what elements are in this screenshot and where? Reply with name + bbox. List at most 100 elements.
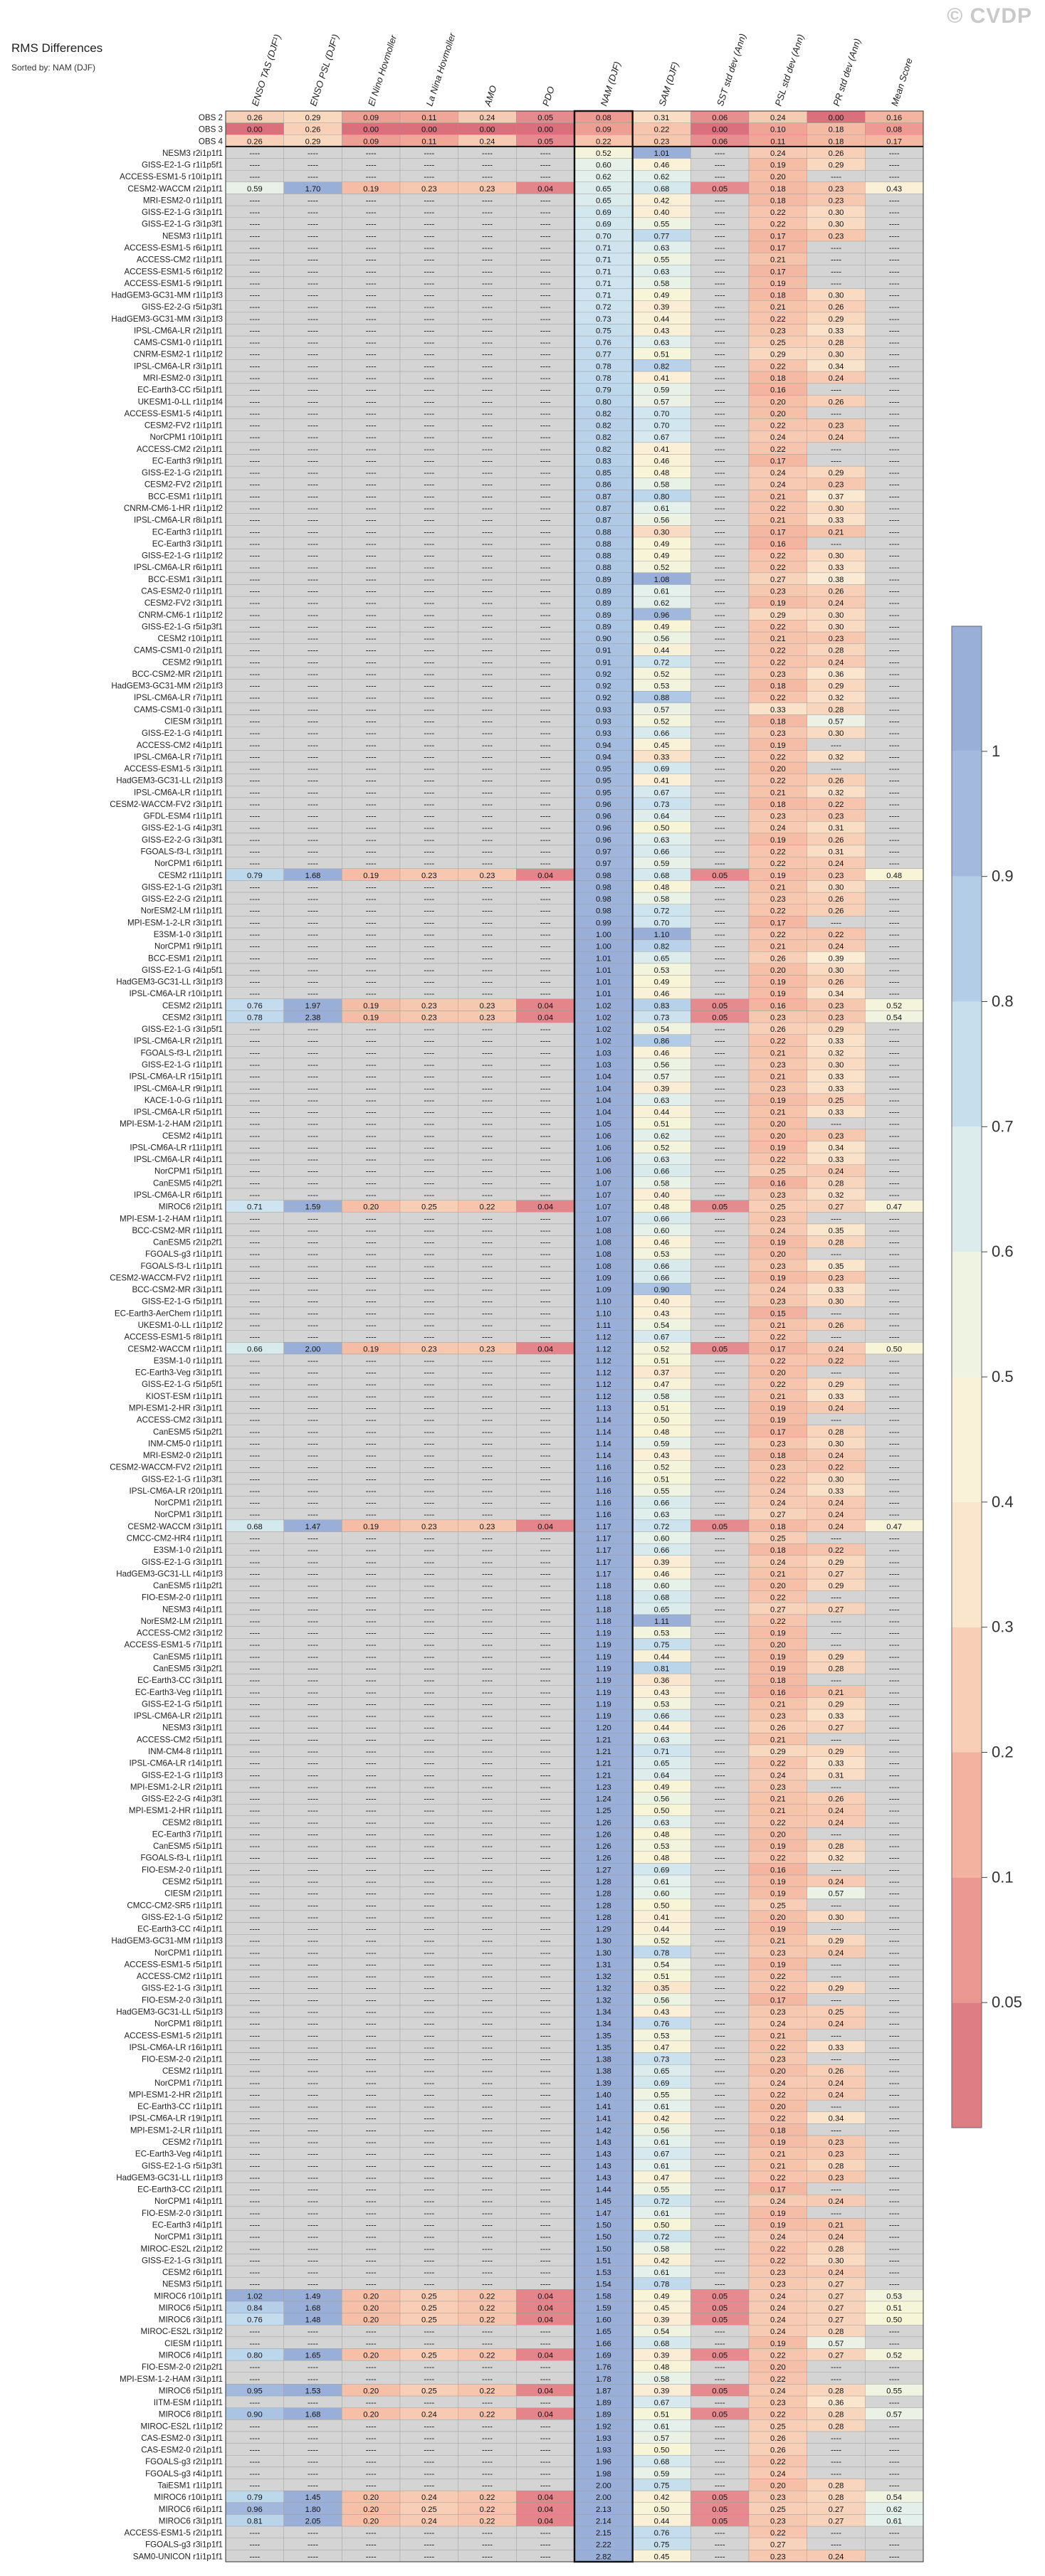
cell-value: ---- — [889, 1061, 900, 1070]
cell-value: ---- — [249, 2008, 260, 2017]
cell-value: ---- — [889, 2340, 900, 2348]
cell-value: 0.18 — [770, 717, 786, 726]
cell-value: 0.55 — [886, 2387, 902, 2395]
row-label: GISS-E2-1-G r1i1p5f1 — [142, 161, 223, 170]
cell-value: ---- — [366, 907, 377, 916]
row-label: MIROC6 r2i1p1f1 — [159, 1203, 223, 1212]
cell-value: ---- — [424, 2422, 434, 2431]
cell-value: ---- — [715, 954, 725, 963]
cell-value: ---- — [308, 1334, 318, 1342]
cell-value: ---- — [482, 2375, 493, 2384]
row-label: MPI-ESM1-2-LR r1i1p1f1 — [130, 2126, 223, 2135]
row-label: GISS-E2-1-G r5i1p1f1 — [142, 1297, 223, 1307]
cell-value: 0.62 — [654, 1132, 670, 1141]
cell-value: 0.57 — [829, 2340, 844, 2348]
cell-value: ---- — [715, 303, 725, 312]
cell-value: ---- — [482, 2221, 493, 2229]
cell-value: ---- — [308, 2256, 318, 2265]
row-label: BCC-ESM1 r1i1p1f1 — [148, 492, 223, 501]
row-label: GISS-E2-2-G r3i1p3f1 — [142, 835, 223, 845]
cell-value: ---- — [249, 528, 260, 537]
cell-value: 1.50 — [596, 2245, 611, 2254]
cell-value: 0.99 — [596, 919, 611, 927]
cell-value: 1.03 — [596, 1061, 611, 1070]
cell-value: 0.23 — [829, 1132, 844, 1141]
cell-value: ---- — [366, 2008, 377, 2017]
cell-value: 0.59 — [247, 185, 263, 194]
cell-value: 1.14 — [596, 1452, 611, 1460]
cell-value: 0.22 — [770, 2245, 786, 2254]
cell-value: 0.24 — [770, 2316, 786, 2325]
cell-value: ---- — [308, 221, 318, 229]
cell-value: ---- — [249, 2138, 260, 2147]
cell-value: ---- — [482, 694, 493, 702]
cell-value: ---- — [889, 339, 900, 347]
cell-value: ---- — [889, 1653, 900, 1662]
cell-value: ---- — [366, 2245, 377, 2254]
cell-value: ---- — [715, 256, 725, 265]
row-label: BCC-CSM2-MR r2i1p1f1 — [132, 670, 223, 679]
cell-value: ---- — [715, 1996, 725, 2005]
cell-value: ---- — [366, 1309, 377, 1318]
cell-value: ---- — [482, 895, 493, 904]
cell-value: ---- — [831, 540, 841, 549]
cell-value: ---- — [424, 1830, 434, 1839]
cell-value: ---- — [482, 2281, 493, 2289]
cell-value: ---- — [308, 505, 318, 513]
cell-value: 0.48 — [654, 2363, 670, 2372]
cell-value: 0.91 — [596, 647, 611, 655]
cell-value: 0.50 — [886, 2316, 902, 2325]
cell-value: ---- — [424, 2150, 434, 2159]
row-label: GISS-E2-1-G r2i1p1f1 — [142, 468, 223, 477]
cell-value: ---- — [482, 1120, 493, 1129]
cell-value: ---- — [889, 1534, 900, 1543]
cell-value: ---- — [482, 1298, 493, 1307]
cell-value: ---- — [715, 1038, 725, 1046]
cell-value: ---- — [308, 2375, 318, 2384]
cell-value: ---- — [889, 1819, 900, 1827]
cell-value: ---- — [889, 1357, 900, 1366]
cell-value: ---- — [249, 1191, 260, 1200]
cell-value: ---- — [308, 1262, 318, 1271]
cell-value: ---- — [249, 492, 260, 501]
cell-value: ---- — [308, 303, 318, 312]
cell-value: 0.22 — [480, 2351, 495, 2360]
cell-value: 0.22 — [829, 1546, 844, 1555]
cell-value: 0.33 — [829, 1712, 844, 1721]
cell-value: ---- — [715, 919, 725, 927]
cell-value: ---- — [366, 753, 377, 761]
cell-value: ---- — [482, 801, 493, 809]
cell-value: 1.21 — [596, 1748, 611, 1756]
cell-value: ---- — [889, 2103, 900, 2111]
cell-value: 0.21 — [770, 635, 786, 643]
cell-value: ---- — [540, 540, 551, 549]
cell-value: ---- — [308, 907, 318, 916]
cell-value: ---- — [540, 1926, 551, 1934]
cell-value: ---- — [482, 351, 493, 359]
cell-value: ---- — [249, 1428, 260, 1437]
cell-value: ---- — [482, 1558, 493, 1567]
row-label: MPI-ESM-1-2-HAM r2i1p1f1 — [120, 1119, 223, 1129]
row-label: ACCESS-ESM1-5 r9i1p1f1 — [124, 279, 223, 288]
row-label: CESM2-WACCM r3i1p1f1 — [127, 1522, 223, 1531]
cell-value: 0.24 — [829, 658, 844, 667]
cell-value: ---- — [540, 1960, 551, 1969]
cell-value: ---- — [308, 1499, 318, 1508]
cell-value: ---- — [540, 268, 551, 276]
cell-value: ---- — [249, 2210, 260, 2218]
cell-value: ---- — [366, 492, 377, 501]
cell-value: ---- — [715, 895, 725, 904]
cell-value: ---- — [889, 2210, 900, 2218]
cell-value: ---- — [715, 1262, 725, 1271]
row-label: GISS-E2-1-G r5i1p1f1 — [142, 1699, 223, 1709]
cell-value: 0.00 — [421, 126, 437, 134]
cell-value: ---- — [308, 1357, 318, 1366]
cell-value: ---- — [482, 528, 493, 537]
cell-value: 0.18 — [770, 374, 786, 383]
cell-value: ---- — [482, 1262, 493, 1271]
cell-value: 1.68 — [305, 872, 321, 880]
cell-value: ---- — [715, 2434, 725, 2443]
cell-value: ---- — [308, 422, 318, 431]
cell-value: 0.21 — [770, 303, 786, 312]
cell-value: ---- — [424, 966, 434, 975]
